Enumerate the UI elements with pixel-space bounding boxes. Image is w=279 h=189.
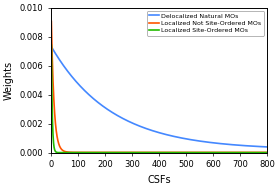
Localized Not Site-Ordered MOs xyxy=(213,151,217,153)
Localized Site-Ordered MOs xyxy=(235,151,239,154)
Localized Not Site-Ordered MOs xyxy=(181,151,184,153)
Localized Site-Ordered MOs xyxy=(265,151,269,154)
Legend: Delocalized Natural MOs, Localized Not Site-Ordered MOs, Localized Site-Ordered : Delocalized Natural MOs, Localized Not S… xyxy=(147,11,264,36)
Localized Site-Ordered MOs xyxy=(63,151,66,154)
Localized Site-Ordered MOs xyxy=(175,151,179,154)
Delocalized Natural MOs xyxy=(175,136,178,138)
Delocalized Natural MOs xyxy=(265,146,269,148)
Line: Localized Not Site-Ordered MOs: Localized Not Site-Ordered MOs xyxy=(51,21,267,152)
Localized Not Site-Ordered MOs xyxy=(235,151,239,153)
Delocalized Natural MOs xyxy=(213,142,217,144)
X-axis label: CSFs: CSFs xyxy=(147,175,171,185)
Line: Localized Site-Ordered MOs: Localized Site-Ordered MOs xyxy=(51,45,267,153)
Localized Site-Ordered MOs xyxy=(50,44,53,46)
Localized Not Site-Ordered MOs xyxy=(187,151,191,153)
Localized Not Site-Ordered MOs xyxy=(166,151,170,153)
Localized Site-Ordered MOs xyxy=(90,151,94,154)
Localized Not Site-Ordered MOs xyxy=(50,20,53,22)
Localized Site-Ordered MOs xyxy=(181,151,184,154)
Delocalized Natural MOs xyxy=(63,66,66,68)
Localized Not Site-Ordered MOs xyxy=(63,150,66,153)
Localized Not Site-Ordered MOs xyxy=(265,151,269,153)
Localized Not Site-Ordered MOs xyxy=(175,151,179,153)
Localized Site-Ordered MOs xyxy=(187,151,191,154)
Y-axis label: Weights: Weights xyxy=(4,61,14,100)
Delocalized Natural MOs xyxy=(181,137,184,139)
Delocalized Natural MOs xyxy=(50,46,53,48)
Delocalized Natural MOs xyxy=(235,144,239,146)
Delocalized Natural MOs xyxy=(187,138,190,140)
Localized Site-Ordered MOs xyxy=(213,151,217,154)
Line: Delocalized Natural MOs: Delocalized Natural MOs xyxy=(51,47,267,147)
